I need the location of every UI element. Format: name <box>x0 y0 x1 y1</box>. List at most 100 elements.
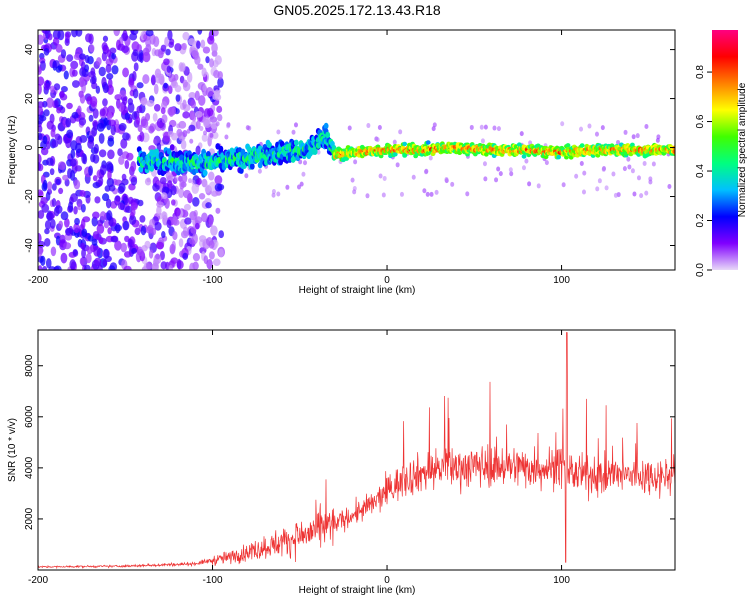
spectrogram-cell <box>53 206 60 217</box>
spectrogram-cell <box>560 121 565 127</box>
spectrogram-cell <box>107 169 112 181</box>
spectrogram-cell <box>98 133 105 144</box>
spectrogram-cell <box>207 35 215 45</box>
spectrogram-cell <box>117 202 125 210</box>
spectrogram-cell <box>271 192 276 198</box>
spectrogram-cell <box>176 128 183 137</box>
spectrogram-cell <box>224 134 229 140</box>
spectrogram-cell <box>195 145 201 156</box>
spectrogram-cell <box>544 160 549 166</box>
spectrogram-cell <box>398 129 403 135</box>
snr-xtick-label: 100 <box>553 575 570 586</box>
spectrogram-cell <box>211 42 218 54</box>
spectrogram-cell <box>214 55 222 65</box>
spectrogram-frame <box>37 29 676 271</box>
spectrogram-cell <box>208 181 217 192</box>
spectrogram-cell <box>78 117 87 126</box>
spectrogram-cell <box>182 99 187 110</box>
spectrogram-cell <box>127 102 135 113</box>
spectrogram-cell <box>166 180 173 189</box>
spectrogram-cell <box>145 125 150 131</box>
spectrogram-cell <box>189 262 196 270</box>
spectrogram-cell <box>174 207 181 217</box>
spectrogram-cell <box>69 158 77 167</box>
spectrogram-cell <box>92 108 99 119</box>
spectrogram-cell <box>54 99 59 109</box>
spectrogram-cell <box>153 83 159 95</box>
spectrogram-cell <box>425 191 430 197</box>
spectrogram-cell <box>616 139 621 145</box>
spectrogram-cell <box>38 189 44 196</box>
spectrogram-cells <box>38 30 675 270</box>
colorbar-tick-label: 0.4 <box>695 164 706 178</box>
spectrogram-cell <box>96 57 102 66</box>
spectrogram-cell <box>51 183 57 191</box>
spectrogram-cell <box>365 193 370 199</box>
spectrogram-cell <box>118 155 125 165</box>
spectrogram-ytick-label: 40 <box>24 44 35 56</box>
spectrogram-cell <box>188 124 196 132</box>
spectrogram-cell <box>146 177 151 183</box>
spectrogram-cell <box>182 130 188 138</box>
spectrogram-cell <box>271 189 276 195</box>
spectrogram-cell <box>169 58 174 68</box>
spectrogram-cell <box>73 179 81 190</box>
spectrogram-cell <box>108 119 117 127</box>
spectrogram-cell <box>121 173 127 181</box>
spectrogram-cell <box>519 131 524 137</box>
spectrogram-cell <box>47 33 53 41</box>
spectrogram-cell <box>106 73 114 80</box>
spectrogram-cell <box>564 155 569 160</box>
spectrogram-cell <box>106 210 113 221</box>
spectrogram-cell <box>131 247 138 254</box>
spectrogram-cell <box>276 191 281 197</box>
colorbar: 0.0 0.2 0.4 0.6 0.8 Normalized spectral ampl… <box>695 30 748 277</box>
spectrogram-cell <box>160 107 166 115</box>
spectrogram-cell <box>494 177 499 183</box>
spectrogram-cell <box>74 217 80 226</box>
spectrogram-cell <box>353 159 358 165</box>
spectrogram-cell <box>191 179 196 185</box>
spectrogram-cell <box>118 102 125 113</box>
spectrogram-cell <box>88 165 94 176</box>
spectrogram-cell <box>244 173 249 179</box>
spectrogram-cell <box>142 74 150 84</box>
spectrogram-cell <box>208 240 215 249</box>
spectrogram-cell <box>216 113 223 122</box>
spectrogram-cell <box>49 218 56 229</box>
spectrogram-cell <box>102 259 108 267</box>
snr-ytick-label: 6000 <box>24 405 35 428</box>
spectrogram-cell <box>55 44 63 53</box>
spectrogram-cell <box>122 220 130 231</box>
spectrogram-cell <box>183 189 192 199</box>
spectrogram-cell <box>64 218 70 228</box>
spectrogram-cell <box>182 79 188 88</box>
spectrogram-cell <box>38 163 44 172</box>
spectrogram-cell <box>102 83 109 94</box>
spectrogram-cell <box>154 49 162 57</box>
spectrogram-cell <box>594 131 599 137</box>
spectrogram-cell <box>58 187 64 195</box>
spectrogram-cell <box>72 249 79 257</box>
spectrogram-cell <box>205 56 210 64</box>
spectrogram-cell <box>496 166 501 172</box>
spectrogram-cell <box>58 220 64 229</box>
spectrogram-cell <box>89 76 96 85</box>
spectrogram-cell <box>88 33 94 45</box>
spectrogram-cell <box>41 203 50 213</box>
spectrogram-cell <box>66 129 74 139</box>
spectrogram-cell <box>79 76 85 87</box>
spectrogram-cell <box>38 66 42 75</box>
spectrogram-cell <box>636 175 641 181</box>
spectrogram-cell <box>378 153 384 159</box>
spectrogram-cell <box>579 126 584 132</box>
spectrogram-xlabel: Height of straight line (km) <box>299 285 416 296</box>
spectrogram-cell <box>411 174 416 180</box>
spectrogram-cell <box>196 40 201 49</box>
spectrogram-cell <box>114 240 122 251</box>
spectrogram-cell <box>120 138 128 149</box>
spectrogram-cell <box>44 228 50 235</box>
spectrogram-cell <box>156 205 162 217</box>
spectrogram-cell <box>148 249 154 259</box>
spectrogram-cell <box>43 109 50 117</box>
